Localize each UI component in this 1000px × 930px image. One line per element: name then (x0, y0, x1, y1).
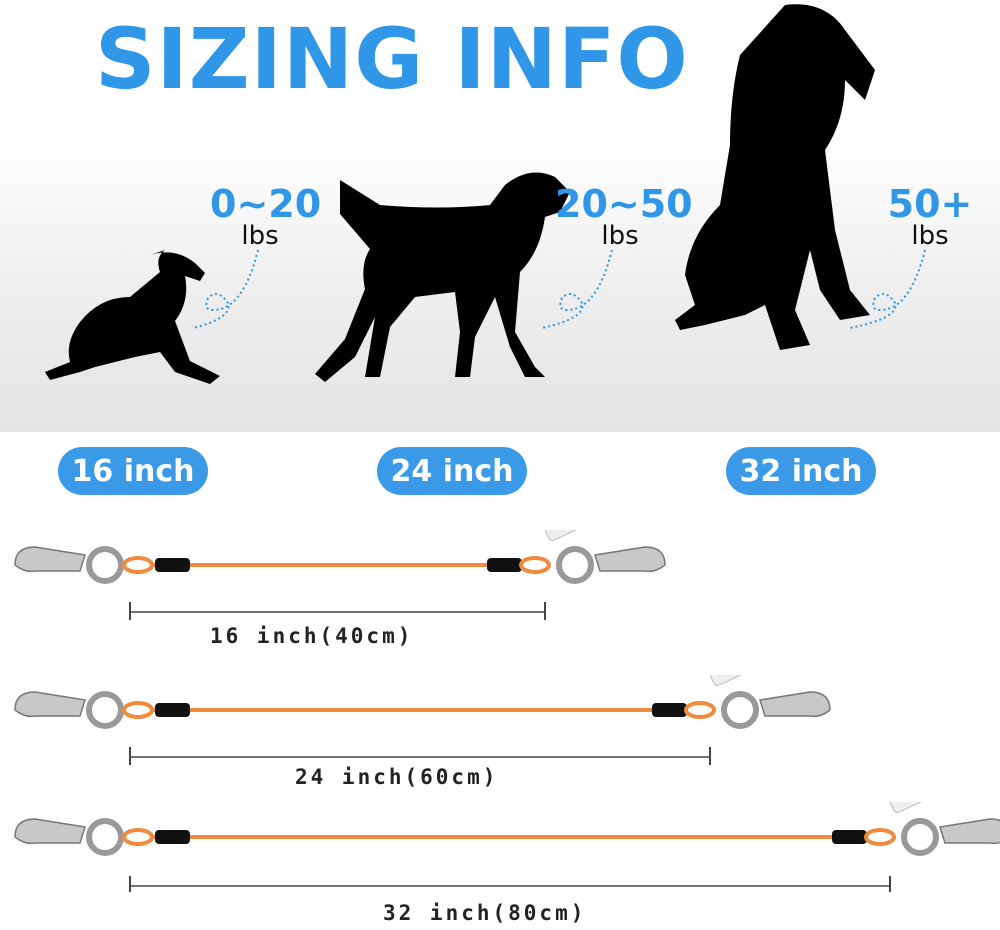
medium-dog-silhouette (315, 172, 570, 382)
page-title: SIZING INFO (95, 10, 689, 108)
leash-16 (14, 530, 666, 620)
large-dog-silhouette (675, 4, 875, 351)
pointer-lines (192, 249, 926, 329)
length-label-32: 32 inch(80cm) (383, 901, 587, 925)
leash-32 (14, 802, 1000, 892)
length-label-24: 24 inch(60cm) (295, 765, 499, 789)
small-dog-silhouette (45, 250, 220, 384)
weight-label-small: 0~20 lbs (210, 182, 322, 251)
leash-24 (14, 675, 831, 765)
size-badge-16: 16 inch (58, 447, 208, 495)
size-badge-24: 24 inch (377, 447, 527, 495)
length-label-16: 16 inch(40cm) (210, 624, 414, 648)
weight-label-large: 50+ lbs (887, 182, 973, 251)
weight-label-medium: 20~50 lbs (555, 182, 693, 251)
size-badge-32: 32 inch (726, 447, 876, 495)
